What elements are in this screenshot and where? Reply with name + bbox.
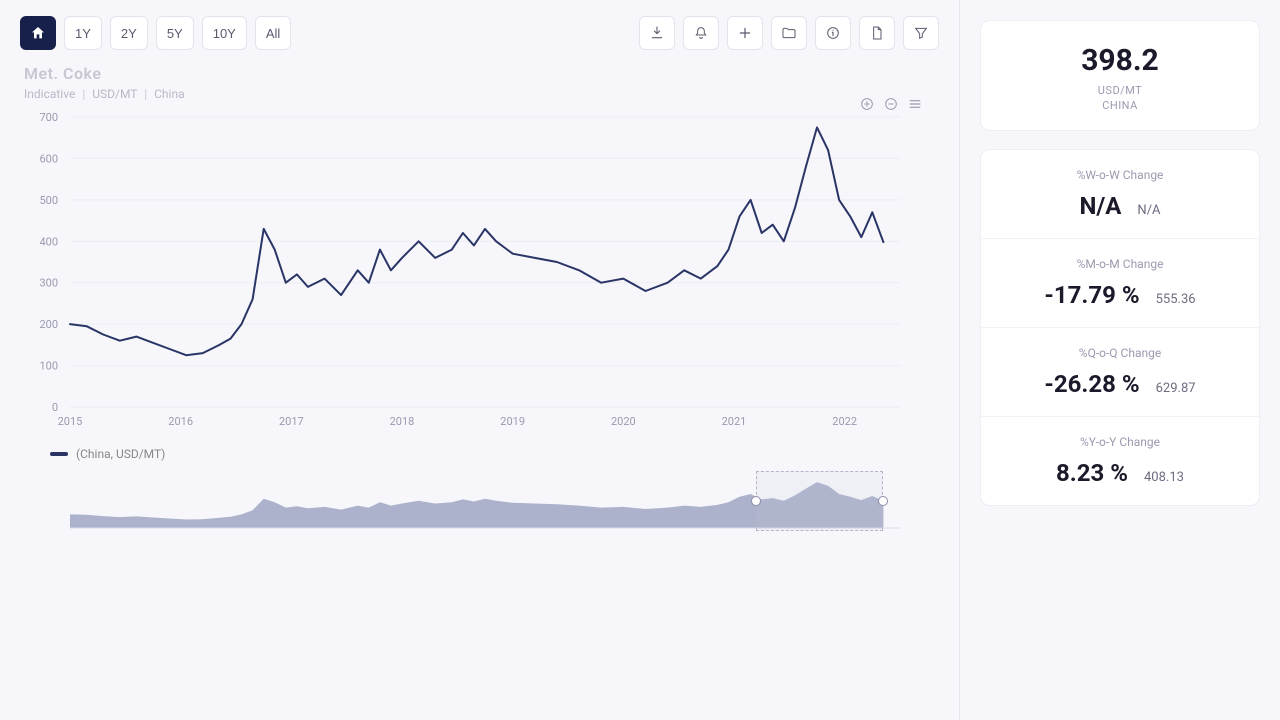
filter-icon [913,25,929,41]
change-row-3: %Y-o-Y Change 8.23 % 408.13 [981,416,1259,505]
document-icon [869,25,885,41]
info-icon [825,25,841,41]
change-label: %W-o-W Change [999,168,1241,182]
chart-title: Met. Coke [24,64,939,83]
plus-button[interactable] [727,16,763,50]
svg-text:400: 400 [39,235,58,248]
brush-handle-left[interactable] [751,496,761,506]
svg-text:2018: 2018 [390,415,415,428]
svg-text:2017: 2017 [279,415,304,428]
legend-label: (China, USD/MT) [76,447,165,461]
info-button[interactable] [815,16,851,50]
svg-text:2021: 2021 [722,415,747,428]
folder-icon [781,25,797,41]
brush-window[interactable] [756,471,883,531]
price-unit: USD/MT [997,84,1243,97]
price-region: CHINA [997,99,1243,112]
subtitle-prefix: Indicative [24,87,75,101]
change-main: -26.28 % [1044,370,1139,398]
svg-text:2022: 2022 [832,415,857,428]
change-label: %M-o-M Change [999,257,1241,271]
download-button[interactable] [639,16,675,50]
change-row-0: %W-o-W Change N/A N/A [981,150,1259,238]
side-panel: 398.2 USD/MT CHINA %W-o-W Change N/A N/A %M… [960,0,1280,720]
chart-header: Met. Coke Indicative | USD/MT | China [24,64,939,101]
chart-area: 0 100 200 300 400 500 600 700 2015 2016 2017 2018 20… [20,107,939,437]
change-main: -17.79 % [1044,281,1139,309]
toolbar-right [639,16,939,50]
chart-subtitle: Indicative | USD/MT | China [24,87,939,101]
main-panel: 1Y2Y5Y10YAll Met. Coke Indicative | USD/… [0,0,960,720]
subtitle-sep-1: | [82,87,85,101]
plus-icon [737,25,753,41]
svg-text:0: 0 [52,401,58,414]
toolbar: 1Y2Y5Y10YAll [20,16,939,50]
brush-handle-right[interactable] [878,496,888,506]
bell-button[interactable] [683,16,719,50]
svg-text:300: 300 [39,277,58,290]
svg-text:2020: 2020 [611,415,636,428]
change-main: N/A [1079,192,1121,220]
change-values: -17.79 % 555.36 [999,281,1241,309]
svg-text:200: 200 [39,318,58,331]
range-button-2y[interactable]: 2Y [110,16,148,50]
svg-text:100: 100 [39,360,58,373]
price-card: 398.2 USD/MT CHINA [980,20,1260,131]
change-values: -26.28 % 629.87 [999,370,1241,398]
document-button[interactable] [859,16,895,50]
svg-text:500: 500 [39,194,58,207]
subtitle-sep-2: | [144,87,147,101]
home-icon [30,25,46,41]
range-button-group: 1Y2Y5Y10YAll [64,16,291,50]
change-values: N/A N/A [999,192,1241,220]
folder-button[interactable] [771,16,807,50]
legend-swatch [50,452,68,456]
filter-button[interactable] [903,16,939,50]
change-row-1: %M-o-M Change -17.79 % 555.36 [981,238,1259,327]
svg-text:2015: 2015 [58,415,83,428]
home-button[interactable] [20,16,56,50]
change-label: %Y-o-Y Change [999,435,1241,449]
svg-text:600: 600 [39,152,58,165]
change-row-2: %Q-o-Q Change -26.28 % 629.87 [981,327,1259,416]
change-values: 8.23 % 408.13 [999,459,1241,487]
subtitle-unit: USD/MT [92,87,137,101]
range-button-5y[interactable]: 5Y [156,16,194,50]
brush-area[interactable] [20,471,920,531]
change-main: 8.23 % [1056,459,1128,487]
svg-text:2016: 2016 [168,415,193,428]
change-secondary: 408.13 [1144,470,1184,485]
price-line-chart[interactable]: 0 100 200 300 400 500 600 700 2015 2016 2017 2018 20… [20,107,920,437]
subtitle-region: China [154,87,185,101]
change-secondary: N/A [1137,203,1160,218]
bell-icon [693,25,709,41]
range-button-10y[interactable]: 10Y [202,16,247,50]
svg-text:700: 700 [39,111,58,124]
change-label: %Q-o-Q Change [999,346,1241,360]
price-value: 398.2 [997,43,1243,78]
toolbar-left: 1Y2Y5Y10YAll [20,16,291,50]
change-secondary: 629.87 [1156,381,1196,396]
changes-card: %W-o-W Change N/A N/A %M-o-M Change -17.79 %… [980,149,1260,506]
range-button-1y[interactable]: 1Y [64,16,102,50]
change-secondary: 555.36 [1156,292,1196,307]
download-icon [649,25,665,41]
svg-text:2019: 2019 [500,415,525,428]
chart-legend: (China, USD/MT) [50,447,939,461]
range-button-all[interactable]: All [255,16,291,50]
